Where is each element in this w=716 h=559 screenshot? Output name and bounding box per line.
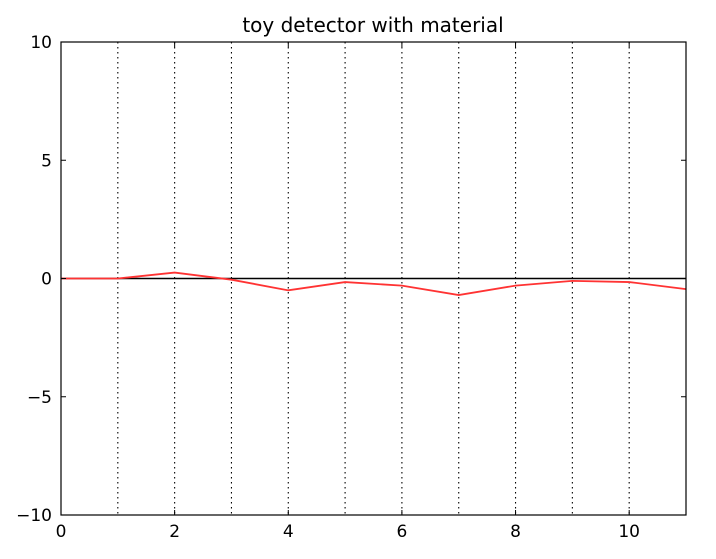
series-line-track xyxy=(61,271,687,296)
chart-title: toy detector with material xyxy=(242,13,503,37)
axis-ticks: 0 2 4 6 8 10 10 5 0 −5 −10 xyxy=(16,33,686,542)
x-tick-label: 2 xyxy=(169,522,180,542)
y-tick-label: 0 xyxy=(41,270,52,290)
x-tick-label: 6 xyxy=(396,522,407,542)
series-group xyxy=(60,271,687,296)
x-tick-label: 0 xyxy=(56,522,67,542)
x-tick-label: 10 xyxy=(618,522,640,542)
y-tick-label: −5 xyxy=(27,388,52,408)
x-tick-label: 8 xyxy=(510,522,521,542)
y-tick-label: 5 xyxy=(41,151,52,171)
plot-frame xyxy=(60,41,687,516)
y-tick-label: 10 xyxy=(30,33,52,53)
x-tick-label: 4 xyxy=(283,522,294,542)
y-tick-label: −10 xyxy=(16,506,52,526)
